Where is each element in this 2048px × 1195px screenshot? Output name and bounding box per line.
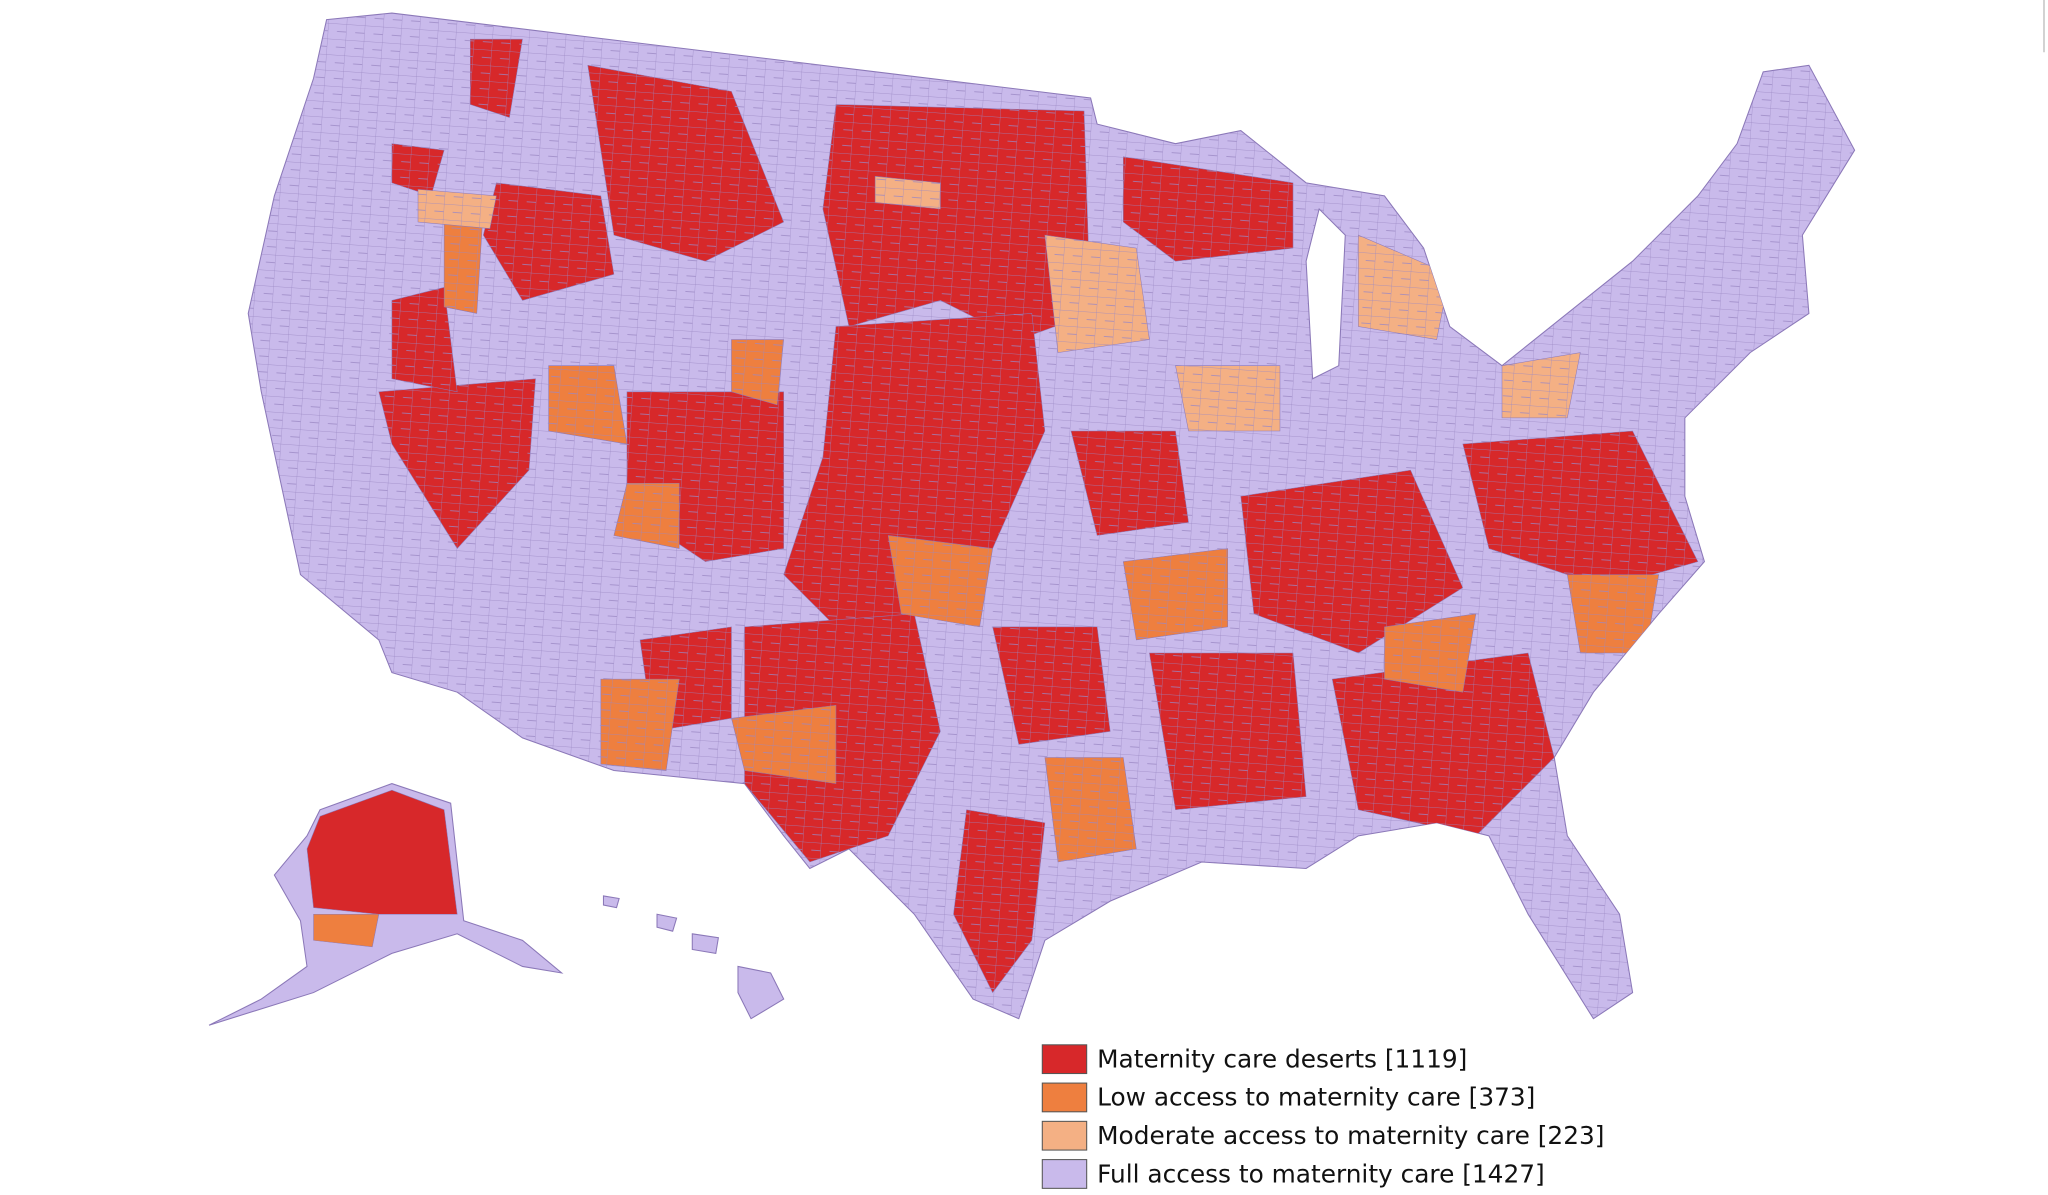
- alaska: [208, 783, 564, 1026]
- legend-swatch: [1041, 1044, 1088, 1075]
- region: [313, 913, 380, 948]
- hawaii: [602, 895, 785, 1020]
- legend-swatch: [1041, 1159, 1088, 1189]
- legend-label: Maternity care deserts [1119]: [1097, 1044, 1467, 1073]
- legend-label: Moderate access to maternity care [223]: [1097, 1121, 1604, 1150]
- lake-michigan: [1305, 207, 1346, 380]
- legend-label: Low access to maternity care [373]: [1097, 1083, 1535, 1112]
- legend-label: Full access to maternity care [1427]: [1097, 1159, 1545, 1188]
- land: [737, 965, 785, 1020]
- legend-swatch: [1041, 1120, 1088, 1151]
- lower-48: [247, 12, 1856, 1020]
- legend-swatch: [1041, 1082, 1088, 1113]
- county-lines: [248, 13, 1855, 1019]
- legend: Maternity care deserts [1119] Low access …: [1041, 1044, 1604, 1189]
- land: [691, 933, 719, 954]
- region: [306, 789, 458, 915]
- land: [656, 913, 678, 932]
- land: [602, 895, 620, 909]
